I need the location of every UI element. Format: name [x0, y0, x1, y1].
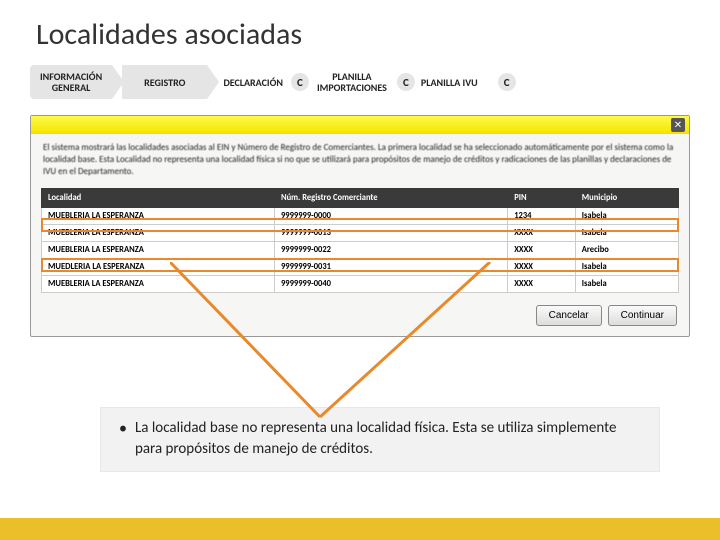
bc-planilla-importaciones[interactable]: PLANILLA IMPORTACIONES: [309, 65, 395, 99]
modal-dialog: ✕ El sistema mostrará las localidades as…: [30, 115, 690, 337]
table-cell: MUEDLERIA LA ESPERANZA: [42, 259, 275, 276]
table-cell: 9999999-0031: [274, 259, 507, 276]
table-cell: XXXX: [508, 225, 576, 242]
table-row[interactable]: MUEBLERIA LA ESPERANZA9999999-00001234Is…: [42, 208, 679, 225]
col-registro: Núm. Registro Comerciante: [274, 189, 507, 208]
table-row[interactable]: MUEDLERIA LA ESPERANZA9999999-0031XXXXIs…: [42, 259, 679, 276]
table-cell: Isabela: [575, 259, 678, 276]
bc-registro[interactable]: REGISTRO: [122, 65, 207, 99]
table-row[interactable]: MUEBLERIA LA ESPERANZA9999999-0022XXXXAr…: [42, 242, 679, 259]
bottom-gold-band: [0, 518, 720, 540]
bc-declaracion[interactable]: DECLARACIÓN: [217, 65, 289, 99]
badge-c-icon: C: [291, 73, 309, 91]
table-cell: 9999999-0040: [274, 276, 507, 293]
note-bullet: La localidad base no representa una loca…: [119, 418, 641, 459]
modal-header-bar: ✕: [31, 116, 689, 134]
table-cell: XXXX: [508, 242, 576, 259]
note-box: La localidad base no representa una loca…: [100, 407, 660, 472]
localidades-table: Localidad Núm. Registro Comerciante PIN …: [41, 188, 679, 293]
bc-planilla-ivu[interactable]: PLANILLA IVU: [415, 65, 484, 99]
table-cell: XXXX: [508, 259, 576, 276]
bc-informacion-general[interactable]: INFORMACIÓN GENERAL: [30, 65, 112, 99]
breadcrumb: INFORMACIÓN GENERAL REGISTRO DECLARACIÓN…: [0, 61, 720, 115]
table-cell: 9999999-0013: [274, 225, 507, 242]
badge-c-icon: C: [397, 73, 415, 91]
table-cell: 1234: [508, 208, 576, 225]
table-cell: Arecibo: [575, 242, 678, 259]
table-cell: MUEBLERIA LA ESPERANZA: [42, 225, 275, 242]
table-cell: MUEBLERIA LA ESPERANZA: [42, 242, 275, 259]
table-cell: Isabela: [575, 225, 678, 242]
badge-c-icon: C: [498, 73, 516, 91]
page-title: Localidades asociadas: [0, 0, 720, 61]
table-row[interactable]: MUEBLERIA LA ESPERANZA9999999-0013XXXXIs…: [42, 225, 679, 242]
cancel-button[interactable]: Cancelar: [536, 305, 602, 326]
table-cell: MUEBLERIA LA ESPERANZA: [42, 208, 275, 225]
table-cell: Isabela: [575, 208, 678, 225]
col-pin: PIN: [508, 189, 576, 208]
modal-footer: Cancelar Continuar: [31, 299, 689, 326]
col-municipio: Municipio: [575, 189, 678, 208]
table-cell: MUEBLERIA LA ESPERANZA: [42, 276, 275, 293]
table-cell: Isabela: [575, 276, 678, 293]
table-cell: XXXX: [508, 276, 576, 293]
table-cell: 9999999-0000: [274, 208, 507, 225]
col-localidad: Localidad: [42, 189, 275, 208]
table-cell: 9999999-0022: [274, 242, 507, 259]
continue-button[interactable]: Continuar: [608, 305, 677, 326]
note-text: La localidad base no representa una loca…: [135, 418, 641, 459]
close-icon[interactable]: ✕: [671, 118, 685, 132]
table-row[interactable]: MUEBLERIA LA ESPERANZA9999999-0040XXXXIs…: [42, 276, 679, 293]
modal-intro-text: El sistema mostrará las localidades asoc…: [31, 134, 689, 188]
